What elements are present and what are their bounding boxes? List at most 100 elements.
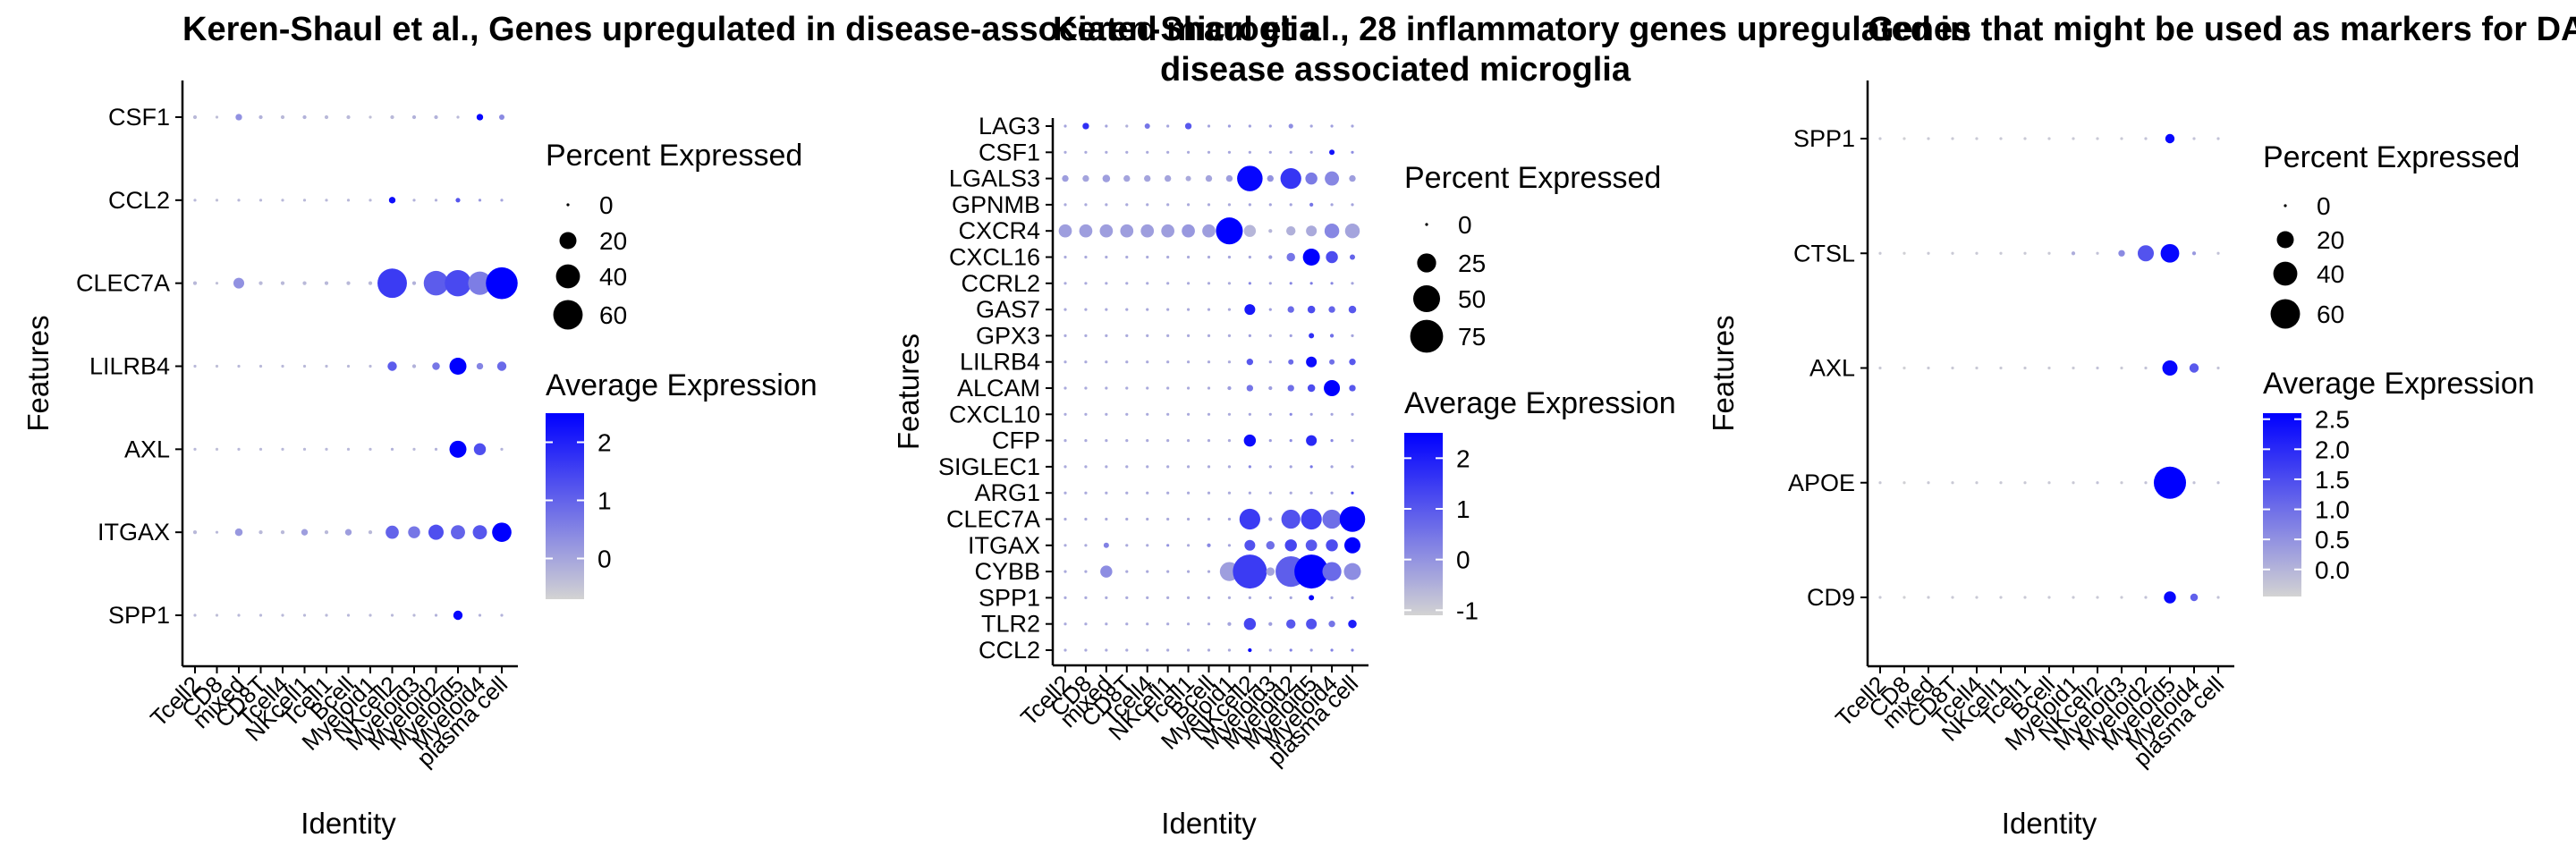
data-point [1927,137,1930,140]
color-legend-label: 0 [1456,546,1470,574]
data-point [233,277,245,289]
y-tick-label: CCRL2 [961,270,1040,297]
data-point [1999,251,2003,255]
data-point [1324,223,1340,239]
data-point [1322,562,1342,581]
data-point [368,530,373,535]
y-tick-label: CCL2 [979,637,1040,664]
data-point [280,530,285,535]
data-point [1289,334,1292,337]
data-point [1146,544,1149,547]
data-point [1289,648,1292,652]
color-legend-label: 1.0 [2315,496,2350,524]
data-point [1339,506,1366,532]
data-point [1349,174,1356,182]
data-point [1330,412,1334,416]
data-point [1951,366,1954,370]
data-point [1227,622,1232,626]
data-point [1207,439,1211,443]
color-legend-label: 2 [597,429,612,457]
data-point [492,522,512,542]
data-point [1062,174,1069,182]
data-point [325,364,328,368]
color-legend-label: -1 [1456,596,1479,624]
data-point [1184,123,1192,130]
data-point [1268,465,1272,469]
data-point [1105,465,1108,469]
data-point [1084,622,1088,626]
data-point [1125,282,1129,285]
data-point [1280,167,1301,190]
data-point [1100,565,1113,578]
data-point [1185,175,1191,182]
data-point [235,114,242,121]
data-point [1227,385,1232,391]
data-point [1289,465,1292,469]
data-point [237,364,241,368]
data-point [1084,439,1088,443]
data-point [1330,439,1334,443]
data-point [449,358,467,375]
data-point [369,199,372,202]
data-point [1186,465,1191,469]
y-tick-label: ITGAX [97,519,170,546]
data-point [2047,137,2051,140]
data-point [1248,282,1251,285]
data-point [1084,334,1088,337]
data-point [1246,385,1254,392]
y-tick-label: AXL [1809,355,1855,382]
data-point [1268,648,1272,652]
data-point [1268,385,1273,391]
data-point [1999,366,2003,370]
data-point [1144,174,1151,182]
data-point [1268,412,1272,416]
data-point [411,114,417,120]
data-point [1125,386,1129,390]
data-point [1063,517,1067,521]
data-point [1326,250,1338,264]
data-point [1166,282,1170,285]
chart-title-line-1: Keren-Shaul et al., 28 inflammatory gene… [1053,11,1970,48]
data-point [2047,596,2051,599]
size-legend-dot [1417,253,1436,273]
data-point [1063,150,1067,154]
color-legend-label: 0.0 [2315,556,2350,584]
data-point [1248,596,1251,600]
data-point [1999,137,2003,140]
data-point [1084,491,1088,495]
data-point [281,447,284,451]
data-point [1207,203,1211,207]
data-point [1268,150,1272,154]
data-point [1146,255,1149,259]
data-point [2072,596,2075,599]
data-point [496,361,507,371]
data-point [2047,251,2051,255]
data-point [2023,251,2027,255]
data-point [281,613,284,617]
data-point [258,613,263,617]
data-point [1243,617,1257,630]
data-point [1329,149,1335,156]
data-point [1166,465,1170,469]
data-point [2144,137,2148,140]
data-point [1125,570,1129,573]
panel-2: LAG3CSF1LGALS3GPNMBCXCR4CXCL16CCRL2GAS7G… [892,113,1676,840]
data-point [215,530,219,534]
data-point [1058,224,1072,238]
data-point [1227,465,1232,469]
data-point [1166,596,1170,600]
data-point [1205,174,1213,182]
data-point [1344,223,1360,239]
data-point [2189,363,2199,373]
data-point [324,281,329,285]
data-point [1125,596,1129,600]
size-legend-dot [2276,231,2294,249]
data-point [1951,596,1954,599]
data-point [1105,203,1108,207]
data-point [1082,123,1089,130]
data-point [1309,412,1313,416]
color-legend-label: 0 [597,546,612,573]
y-tick-label: CSF1 [979,139,1040,165]
data-point [1207,386,1211,390]
data-point [1166,124,1170,128]
